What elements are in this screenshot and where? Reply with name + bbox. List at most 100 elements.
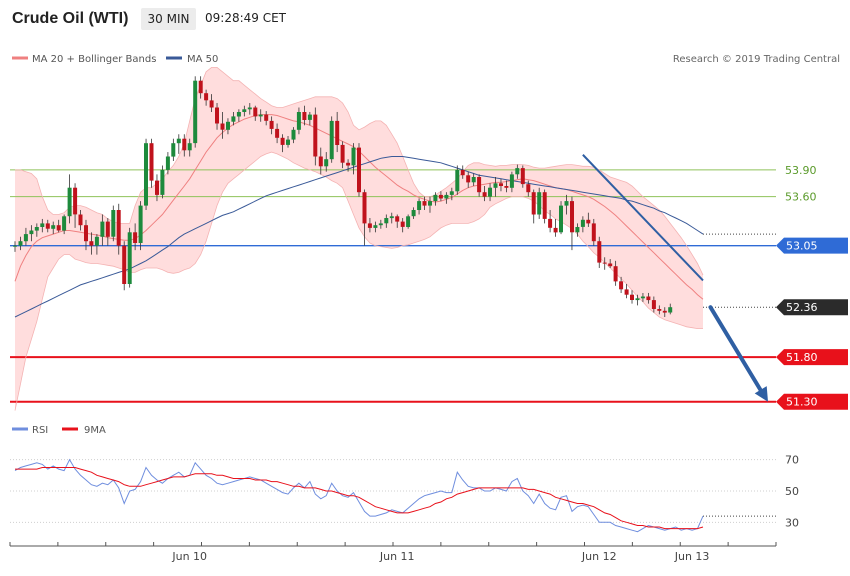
rsi-ma-legend-label: 9MA: [84, 425, 106, 436]
candle-body: [193, 80, 198, 144]
candle: [236, 109, 241, 122]
candle-body: [346, 162, 351, 166]
candle-body: [613, 266, 618, 282]
candle: [531, 189, 536, 224]
candle-body: [542, 192, 547, 219]
candle-body: [548, 218, 553, 228]
candle-body: [422, 201, 427, 206]
candle: [619, 276, 624, 293]
candle: [559, 201, 563, 235]
candle-body: [482, 192, 487, 197]
candle: [187, 138, 192, 157]
candle: [651, 296, 656, 313]
candle: [269, 116, 274, 135]
candle: [477, 174, 482, 197]
candle: [215, 103, 219, 130]
candle: [580, 216, 585, 233]
candle-body: [226, 121, 230, 130]
candle-body: [34, 227, 39, 231]
candle: [509, 171, 514, 193]
candle-body: [640, 296, 645, 299]
candle: [351, 143, 356, 175]
candle: [258, 109, 263, 122]
candle-body: [662, 310, 667, 313]
candle: [520, 165, 525, 188]
timeframe-button[interactable]: 30 MIN: [141, 8, 196, 30]
candle-body: [144, 143, 148, 206]
candle: [422, 196, 427, 211]
candle: [242, 105, 247, 117]
candle-body: [515, 168, 520, 175]
candle: [597, 236, 602, 268]
resistance-label-1: 53.90: [785, 164, 817, 177]
candle-body: [526, 184, 531, 193]
candle-body: [357, 147, 361, 193]
candle-body: [559, 205, 563, 233]
candle-body: [362, 192, 367, 224]
candle-body: [608, 263, 613, 267]
candle: [94, 234, 99, 255]
candle-body: [329, 120, 334, 160]
candle: [226, 118, 230, 135]
candle: [144, 138, 148, 211]
candle-body: [231, 116, 236, 122]
candle: [182, 134, 187, 157]
bollinger-band-fill: [15, 67, 703, 411]
candle-body: [471, 177, 476, 183]
candle: [291, 127, 296, 144]
candle: [307, 111, 312, 126]
candle-body: [275, 128, 280, 138]
candle-body: [335, 120, 340, 145]
candle-body: [619, 281, 624, 290]
candle: [67, 174, 72, 224]
candle-body: [411, 210, 416, 217]
candle-body: [215, 107, 219, 124]
candle: [105, 218, 110, 246]
candle: [165, 152, 170, 175]
candle: [204, 89, 209, 106]
candle: [116, 203, 121, 255]
candle-body: [264, 114, 269, 121]
candle: [78, 210, 83, 231]
candle-body: [155, 180, 159, 195]
candle: [411, 207, 416, 219]
candle: [111, 205, 116, 242]
candle: [220, 111, 225, 139]
candle-body: [307, 114, 312, 120]
candle: [591, 218, 596, 246]
candle: [362, 189, 367, 246]
candle: [635, 294, 640, 306]
candle: [493, 177, 498, 197]
candle: [357, 143, 361, 197]
candle-body: [438, 194, 443, 199]
x-tick-label: Jun 11: [379, 550, 415, 563]
candle: [84, 219, 88, 251]
bollinger-bands: [15, 67, 703, 411]
candle: [608, 259, 613, 268]
candle-body: [116, 210, 121, 246]
candle-body: [509, 174, 514, 188]
candle-body: [23, 234, 28, 242]
candle-body: [73, 187, 78, 215]
candle-body: [236, 112, 241, 117]
candle: [176, 134, 181, 154]
candle-body: [444, 194, 449, 199]
candle: [275, 123, 280, 144]
candle-body: [171, 143, 176, 157]
candle: [367, 218, 372, 233]
rsi-tick-label: 30: [785, 516, 799, 529]
candle-body: [182, 138, 187, 151]
candle-body: [553, 227, 558, 233]
candle-body: [62, 216, 67, 231]
candle: [428, 196, 432, 213]
candle-body: [324, 159, 329, 167]
x-tick-label: Jun 13: [674, 550, 710, 563]
candle-body: [67, 187, 72, 217]
candle-body: [591, 223, 596, 242]
candle: [570, 196, 574, 251]
candle: [455, 165, 460, 195]
candle-body: [586, 219, 591, 224]
candle-body: [253, 107, 258, 117]
trendline-group: [582, 154, 768, 402]
candlesticks: [13, 76, 673, 318]
